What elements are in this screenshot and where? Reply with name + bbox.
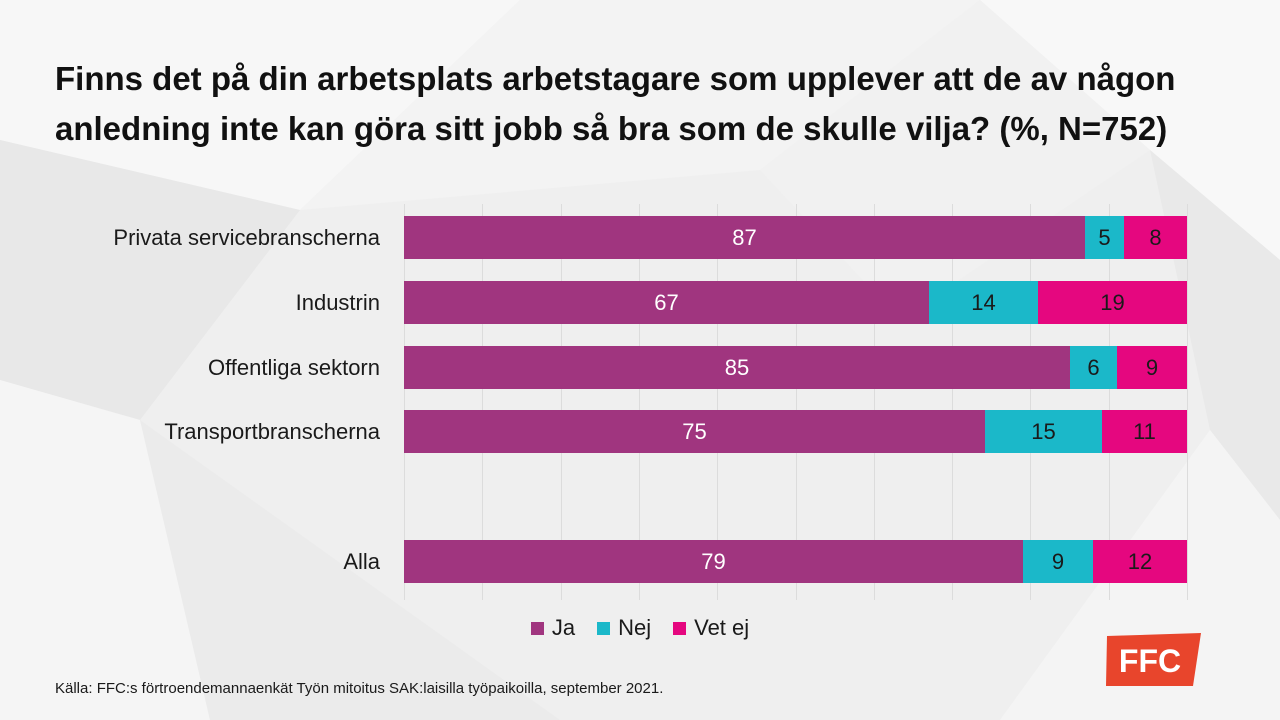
background-facet: [140, 420, 560, 720]
legend-item-vet-ej: Vet ej: [673, 615, 749, 641]
legend-swatch-vet-ej: [673, 621, 687, 635]
category-label: Privata servicebranscherna: [113, 225, 380, 250]
bar-segment-vet-ej: [1117, 346, 1187, 389]
legend-label-vet-ej: Vet ej: [694, 615, 750, 640]
category-label: Offentliga sektorn: [208, 355, 380, 380]
logo-text: FFC: [1119, 643, 1181, 679]
bar-segment-nej: [1085, 216, 1124, 259]
bar-segment-ja: [404, 216, 1085, 259]
background-facet: [300, 0, 980, 210]
category-label: Industrin: [296, 290, 380, 315]
legend-label-nej: Nej: [618, 615, 652, 640]
data-label-ja: 75: [682, 419, 706, 444]
bar-segment-ja: [404, 540, 1023, 583]
background-facet: [0, 0, 520, 210]
data-label-vet-ej: 19: [1100, 290, 1124, 315]
legend-label-ja: Ja: [551, 615, 576, 640]
data-label-vet-ej: 12: [1128, 549, 1152, 574]
background-facet: [980, 0, 1280, 260]
legend: Ja Nej Vet ej: [0, 613, 1280, 643]
legend-item-ja: Ja: [530, 615, 576, 641]
source-note: Källa: FFC:s förtroendemannaenkät Työn m…: [55, 680, 664, 697]
legend-swatch-nej: [597, 621, 611, 635]
bar-segment-vet-ej: [1124, 216, 1187, 259]
data-label-nej: 6: [1087, 355, 1099, 380]
bar-segment-nej: [929, 281, 1038, 324]
legend-swatch-ja: [530, 621, 544, 635]
data-label-nej: 5: [1098, 225, 1110, 250]
ffc-logo: FFC: [1106, 633, 1201, 686]
data-label-vet-ej: 11: [1133, 419, 1156, 444]
data-label-nej: 15: [1031, 419, 1055, 444]
bar-segment-nej: [1023, 540, 1093, 583]
data-label-ja: 67: [654, 290, 678, 315]
bar-segment-ja: [404, 281, 929, 324]
gridlines: [404, 204, 1188, 600]
bar-segment-nej: [1070, 346, 1117, 389]
bar-segment-vet-ej: [1102, 410, 1187, 453]
background-facet: [0, 380, 210, 720]
legend-item-nej: Nej: [597, 615, 651, 641]
category-label: Transportbranscherna: [164, 419, 380, 444]
data-label-nej: 9: [1052, 549, 1064, 574]
data-label-nej: 14: [971, 290, 995, 315]
category-label: Alla: [343, 549, 380, 574]
bar-segment-vet-ej: [1038, 281, 1187, 324]
logo-shape: [1106, 633, 1201, 686]
bar-segment-nej: [985, 410, 1102, 453]
background-facet: [0, 140, 300, 420]
chart-title: Finns det på din arbetsplats arbetstagar…: [55, 60, 1176, 147]
data-label-ja: 85: [725, 355, 749, 380]
data-label-vet-ej: 9: [1146, 355, 1158, 380]
data-label-ja: 79: [701, 549, 725, 574]
data-label-ja: 87: [732, 225, 756, 250]
data-label-vet-ej: 8: [1149, 225, 1161, 250]
bar-segment-ja: [404, 410, 985, 453]
bar-segment-ja: [404, 346, 1070, 389]
bar-segment-vet-ej: [1093, 540, 1187, 583]
